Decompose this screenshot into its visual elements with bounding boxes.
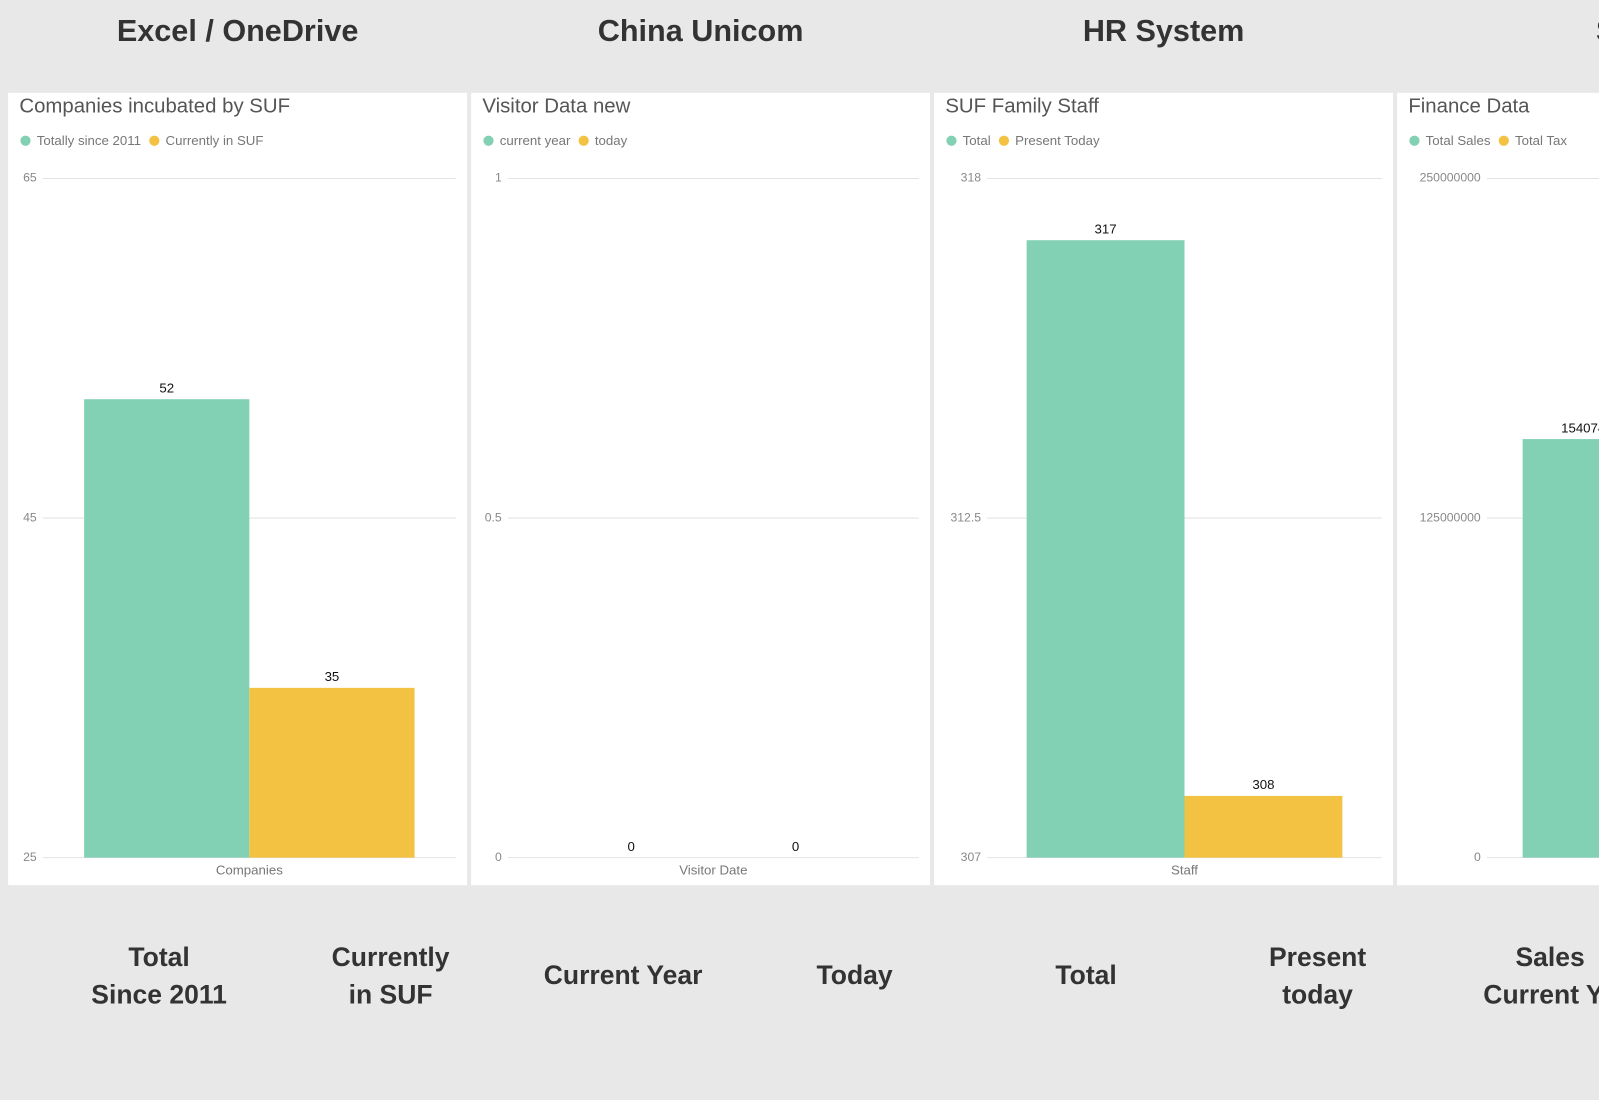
legend-marker <box>946 135 957 146</box>
data-label: 317 <box>1095 222 1117 237</box>
y-tick-label: 307 <box>961 850 982 864</box>
chart-panel: Visitor Data new current year today 0 0.5 1 Vi… <box>471 92 931 886</box>
footer-label: Present today <box>1269 938 1366 1013</box>
footer-line: Today <box>816 959 893 991</box>
column-header: China Unicom <box>597 14 804 48</box>
footer-line: Total <box>1055 959 1117 991</box>
chart: Companies incubated by SUF Totally since … <box>19 95 456 877</box>
chart: Finance Data Total Sales Total Tax 0 1250000… <box>1408 95 1599 864</box>
chart-panel: SUF Family Staff Total Present Today 307 312… <box>934 92 1394 886</box>
chart-title: Companies incubated by SUF <box>19 95 290 117</box>
y-tick-label: 312.5 <box>950 510 981 524</box>
data-label: 35 <box>325 669 340 684</box>
footer-label: Sales Current Ye <box>1483 938 1599 1013</box>
bar <box>1522 439 1599 858</box>
data-label: 0 <box>792 839 799 854</box>
bar <box>249 687 415 858</box>
footer-line: Currently <box>331 941 450 972</box>
footer-line: Total <box>128 941 190 972</box>
y-tick-label: 0.5 <box>485 510 502 524</box>
y-tick-label: 25 <box>23 850 37 864</box>
y-tick-label: 1 <box>495 171 502 185</box>
legend-label: Total <box>963 133 991 148</box>
footer-line: Current Ye <box>1483 979 1599 1010</box>
y-tick-label: 0 <box>495 850 502 864</box>
bar <box>1026 240 1185 858</box>
legend-marker <box>578 135 589 146</box>
chart: SUF Family Staff Total Present Today 307 312… <box>945 95 1382 877</box>
y-tick-label: 45 <box>23 510 37 524</box>
x-tick-label: Staff <box>1171 862 1198 877</box>
chart: Visitor Data new current year today 0 0.5 1 Vi… <box>482 95 919 877</box>
legend-marker <box>1498 135 1509 146</box>
y-tick-label: 250000000 <box>1420 171 1481 185</box>
footer-line: today <box>1282 979 1353 1010</box>
bar <box>1184 795 1343 858</box>
legend-marker <box>20 135 31 146</box>
data-label: 0 <box>627 839 634 854</box>
data-label: 308 <box>1252 777 1274 792</box>
chart-panel: Companies incubated by SUF Totally since … <box>8 92 468 886</box>
y-tick-label: 0 <box>1474 850 1481 864</box>
footer-label: Today <box>817 957 893 995</box>
chart-panel: Finance Data Total Sales Total Tax 0 1250000… <box>1397 92 1599 886</box>
x-tick-label: Visitor Date <box>679 862 747 877</box>
legend-marker <box>1409 135 1420 146</box>
legend-marker <box>483 135 494 146</box>
legend-label: Present Today <box>1015 133 1100 148</box>
bar <box>84 399 250 858</box>
legend-label: today <box>595 133 628 148</box>
column-header: S <box>1596 14 1599 49</box>
y-tick-label: 318 <box>961 171 982 185</box>
footer-line: Current Year <box>543 959 703 991</box>
chart-title: Visitor Data new <box>482 95 630 117</box>
footer-line: Present <box>1268 941 1367 972</box>
column-header: HR System <box>1082 14 1245 48</box>
footer-label: Total Since 2011 <box>91 938 227 1013</box>
chart-title: Finance Data <box>1408 95 1530 117</box>
legend-label: Total Sales <box>1426 133 1491 148</box>
legend-label: current year <box>500 133 571 148</box>
legend-marker <box>998 135 1010 146</box>
footer-line: Sales <box>1515 941 1585 972</box>
legend-label: Currently in SUF <box>166 133 264 148</box>
footer-line: Since 2011 <box>91 979 227 1010</box>
y-tick-label: 125000000 <box>1420 510 1481 524</box>
legend-label: Totally since 2011 <box>37 133 141 148</box>
chart-title: SUF Family Staff <box>945 95 1099 117</box>
legend-marker <box>149 135 160 146</box>
x-tick-label: Companies <box>216 862 283 877</box>
legend-label: Total Tax <box>1515 133 1567 148</box>
footer-line: in SUF <box>348 979 433 1010</box>
footer-label: Current Year <box>544 957 703 995</box>
data-label: 52 <box>159 381 174 396</box>
footer-label: Total <box>1055 957 1116 995</box>
column-header: Excel / OneDrive <box>116 14 359 48</box>
footer-label: Currently in SUF <box>332 938 450 1013</box>
data-label: 154074000 <box>1561 420 1599 435</box>
y-tick-label: 65 <box>23 171 37 185</box>
